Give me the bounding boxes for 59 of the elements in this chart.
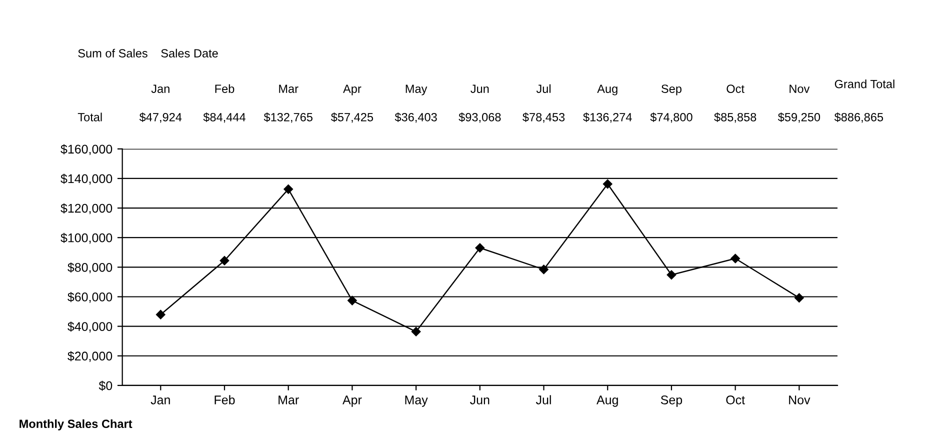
category-label: Oct xyxy=(726,84,744,93)
data-label: $93,068 xyxy=(458,112,501,123)
text: Grand Total xyxy=(834,80,894,88)
x-tick-label: Mar xyxy=(278,396,299,404)
point xyxy=(539,264,548,274)
data-label: $136,274 xyxy=(583,112,632,123)
category-label: Jan xyxy=(151,84,170,93)
x-tick-label: Nov xyxy=(789,396,810,404)
x-tick-label: Apr xyxy=(342,396,362,407)
text: Sum of Sales xyxy=(78,48,148,58)
y-tick-label: $60,000 xyxy=(68,292,112,303)
point xyxy=(411,327,421,336)
data-label: $36,403 xyxy=(394,112,437,123)
data-label: $59,250 xyxy=(778,112,820,123)
data-label: $74,800 xyxy=(650,112,692,123)
point xyxy=(348,296,357,306)
y-tick-label: $140,000 xyxy=(60,174,112,185)
data-label: $78,453 xyxy=(522,112,565,123)
data-label: $47,924 xyxy=(139,112,182,123)
x-tick-label: Jun xyxy=(470,396,490,404)
category-label: Mar xyxy=(279,84,298,93)
category-label: Sep xyxy=(662,84,682,96)
y-tick-label: $40,000 xyxy=(68,322,112,332)
y-tick-label: $100,000 xyxy=(60,232,112,244)
y-tick-label: $20,000 xyxy=(68,351,112,362)
x-tick-label: Jul xyxy=(536,395,551,404)
data-label: $57,425 xyxy=(330,112,374,123)
data-label: $84,444 xyxy=(203,112,246,123)
text: Total xyxy=(78,112,102,122)
category-label: Apr xyxy=(343,84,362,96)
text: $886,865 xyxy=(834,112,884,123)
y-tick-label: $0 xyxy=(98,380,112,391)
point xyxy=(602,179,612,189)
category-label: Feb xyxy=(215,84,234,93)
point xyxy=(666,270,676,280)
category-label: May xyxy=(406,84,428,96)
data-label: $85,858 xyxy=(714,112,756,123)
x-tick-label: Jan xyxy=(150,396,170,404)
x-tick-label: Feb xyxy=(214,395,235,404)
text: Monthly Sales Chart xyxy=(20,419,132,430)
data-label: $132,765 xyxy=(264,112,312,123)
x-tick-label: Oct xyxy=(726,395,745,404)
category-label: Jun xyxy=(470,84,489,93)
category-label: Aug xyxy=(597,84,618,96)
point xyxy=(730,254,740,264)
point xyxy=(156,310,166,320)
text: Sales Date xyxy=(161,48,218,58)
point xyxy=(794,293,804,302)
y-tick-label: $120,000 xyxy=(60,203,112,214)
y-tick-label: $80,000 xyxy=(68,262,112,274)
x-tick-label: May xyxy=(405,396,428,407)
y-tick-label: $160,000 xyxy=(60,144,112,156)
point xyxy=(475,243,485,252)
x-tick-label: Aug xyxy=(596,396,618,407)
point xyxy=(220,256,230,266)
point xyxy=(284,184,293,194)
x-tick-label: Sep xyxy=(660,395,682,407)
category-label: Jul xyxy=(536,84,551,93)
category-label: Nov xyxy=(790,84,810,93)
